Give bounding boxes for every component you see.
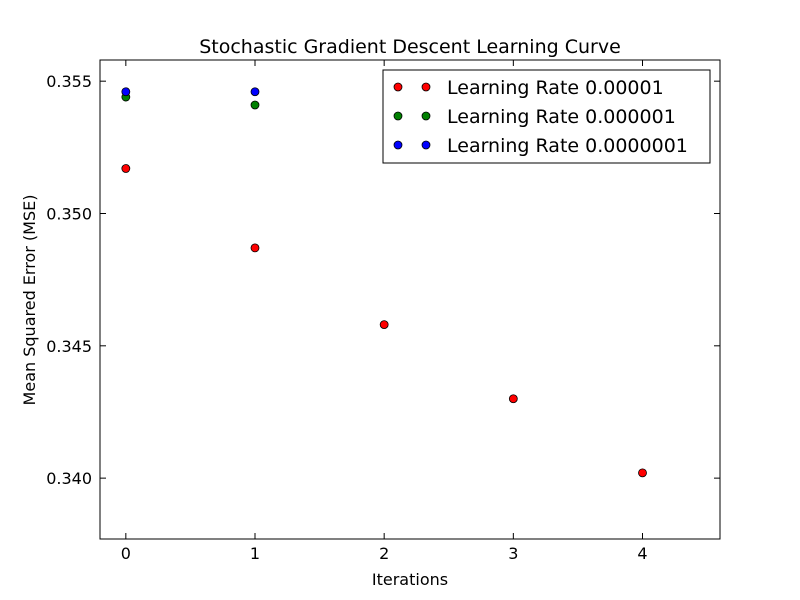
legend-label: Learning Rate 0.0000001 [447, 135, 688, 157]
legend-marker [393, 140, 403, 150]
plot-area-frame [99, 59, 721, 540]
data-point-series-2 [250, 87, 260, 97]
x-tick-label: 3 [508, 544, 518, 563]
axis-ticks [100, 60, 720, 539]
y-tick-label: 0.350 [46, 204, 92, 223]
data-point-series-0 [121, 164, 131, 173]
legend-marker [421, 140, 431, 150]
data-point-series-0 [379, 320, 389, 330]
y-tick-labels: 0.340 0.345 0.350 0.355 [46, 72, 92, 488]
data-point-series-0 [508, 394, 518, 404]
y-axis-label: Mean Squared Error (MSE) [20, 195, 39, 406]
legend-label: Learning Rate 0.00001 [447, 77, 664, 99]
data-point-series-2 [121, 87, 131, 97]
x-axis-label: Iterations [372, 570, 448, 589]
x-tick-label: 0 [121, 544, 131, 563]
x-tick-label: 4 [637, 544, 647, 563]
x-tick-labels: 0 1 2 3 4 [121, 544, 648, 563]
legend-box [382, 69, 711, 164]
y-tick-label: 0.345 [46, 337, 92, 356]
data-point-series-0 [250, 243, 260, 253]
data-points [121, 87, 647, 478]
data-point-series-0 [638, 468, 647, 478]
legend-marker [393, 111, 403, 121]
legend-marker [421, 82, 431, 92]
legend-marker [421, 111, 431, 121]
chart-title: Stochastic Gradient Descent Learning Cur… [199, 36, 621, 58]
x-tick-label: 1 [250, 544, 260, 563]
x-tick-label: 2 [379, 544, 389, 563]
legend-entries: Learning Rate 0.00001 Learning Rate 0.000… [393, 77, 688, 157]
legend-marker [393, 82, 403, 92]
legend-label: Learning Rate 0.000001 [447, 106, 676, 128]
data-point-series-1 [250, 100, 260, 110]
y-tick-label: 0.355 [46, 72, 92, 91]
y-tick-label: 0.340 [46, 469, 92, 488]
legend: Learning Rate 0.00001 Learning Rate 0.000… [382, 69, 711, 164]
